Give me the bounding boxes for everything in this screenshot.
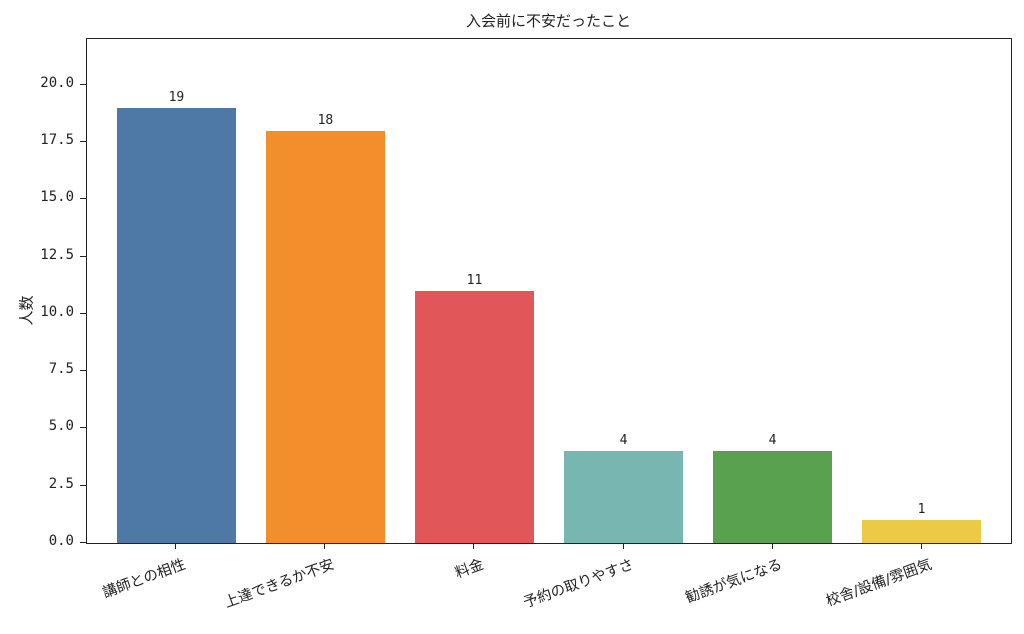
x-tick-label: 勧誘が気になる bbox=[683, 556, 784, 607]
bar-value-label: 4 bbox=[768, 433, 777, 449]
y-tick-mark bbox=[80, 255, 86, 257]
x-tick-label: 予約の取りやすさ bbox=[520, 556, 636, 612]
x-tick-mark bbox=[622, 543, 624, 549]
y-tick-label: 20.0 bbox=[40, 74, 74, 91]
y-tick-mark bbox=[80, 83, 86, 85]
y-tick-label: 15.0 bbox=[40, 189, 74, 206]
bar bbox=[563, 451, 684, 543]
x-tick-mark bbox=[473, 543, 475, 549]
x-tick-mark bbox=[771, 543, 773, 549]
y-tick-mark bbox=[80, 370, 86, 372]
y-tick-label: 17.5 bbox=[40, 132, 74, 149]
x-tick-label: 料金 bbox=[453, 556, 487, 582]
x-tick-label: 校舎/設備/雰囲気 bbox=[823, 556, 934, 610]
bar-value-label: 11 bbox=[466, 273, 483, 288]
y-tick-label: 0.0 bbox=[48, 533, 74, 549]
bar bbox=[116, 107, 237, 543]
y-tick-mark bbox=[80, 484, 86, 486]
y-tick-label: 2.5 bbox=[48, 475, 74, 492]
bar bbox=[861, 520, 982, 543]
bar bbox=[414, 291, 535, 543]
x-tick-mark bbox=[920, 543, 922, 549]
bar-value-label: 4 bbox=[619, 433, 628, 449]
y-tick-mark bbox=[80, 141, 86, 143]
y-tick-label: 5.0 bbox=[48, 418, 74, 435]
y-tick-mark bbox=[80, 427, 86, 429]
bar-value-label: 1 bbox=[917, 502, 926, 518]
x-tick-label: 講師との相性 bbox=[101, 556, 189, 602]
bar-value-label: 18 bbox=[317, 112, 334, 128]
x-tick-mark bbox=[324, 543, 326, 549]
chart-title: 入会前に不安だったこと bbox=[465, 12, 631, 30]
x-tick-mark bbox=[175, 543, 177, 549]
y-tick-mark bbox=[80, 542, 86, 543]
y-tick-mark bbox=[80, 198, 86, 200]
y-tick-mark bbox=[80, 312, 86, 314]
x-tick-label: 上達できるか不安 bbox=[222, 556, 337, 612]
y-tick-label: 10.0 bbox=[40, 303, 74, 320]
y-tick-label: 12.5 bbox=[40, 246, 74, 263]
bar-value-label: 19 bbox=[168, 89, 185, 105]
y-axis-label: 人数 bbox=[17, 295, 36, 326]
bar bbox=[265, 130, 386, 543]
plot-area: 19 18 11 4 4 1 bbox=[86, 38, 1012, 544]
y-tick-label: 7.5 bbox=[48, 361, 74, 378]
bar bbox=[712, 451, 833, 543]
